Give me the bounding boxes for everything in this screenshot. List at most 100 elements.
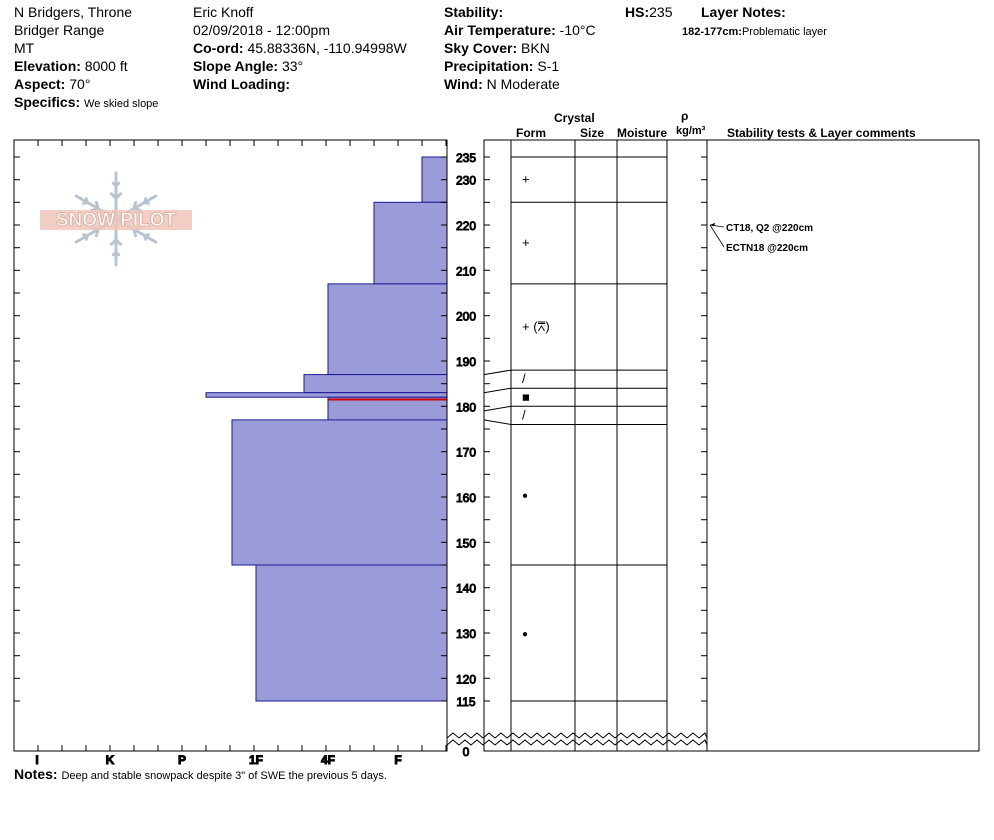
specifics-label: Specifics:	[14, 94, 81, 110]
hardness-label: 1F	[249, 753, 263, 767]
test-arrow-head	[710, 223, 715, 226]
moisture-header: Moisture	[617, 126, 668, 140]
comments-header: Stability tests & Layer comments	[727, 126, 916, 140]
depth-label: 170	[456, 446, 476, 460]
notes-label: Notes:	[14, 766, 58, 782]
depth-label: 200	[456, 310, 476, 324]
layer-connector	[483, 369, 512, 376]
flake-branch	[143, 200, 150, 205]
sky-value: BKN	[521, 40, 550, 56]
depth-label: 140	[456, 582, 476, 596]
axis-break-top	[446, 732, 708, 739]
precip-value: S-1	[537, 58, 560, 74]
layer-note: 182-177cm:Problematic layer	[682, 24, 827, 40]
coord-label: Co-ord:	[193, 40, 244, 56]
hardness-label: I	[35, 753, 38, 767]
hardness-label: K	[106, 753, 115, 767]
coord-value: 45.88336N, -110.94998W	[247, 40, 407, 56]
depth-label: 160	[456, 491, 476, 505]
logo-text: SNOW PILOT	[56, 210, 177, 231]
rho-header: ρ	[681, 109, 689, 123]
depth-label: 230	[456, 174, 476, 188]
layer-note-range: 182-177cm:	[682, 26, 742, 38]
aspect: Aspect: 70°	[14, 76, 90, 92]
notes: Notes: Deep and stable snowpack despite …	[14, 766, 387, 784]
layer-notes-label: Layer Notes:	[701, 4, 786, 20]
flake-branch	[114, 192, 123, 200]
depth-label: 210	[456, 264, 476, 278]
hardness-bar	[255, 564, 448, 702]
depth-label: 220	[456, 219, 476, 233]
stability: Stability:	[444, 4, 503, 20]
slope-angle: Slope Angle: 33°	[193, 58, 303, 74]
hardness-label: F	[394, 753, 401, 767]
state: MT	[14, 40, 35, 56]
elevation-label: Elevation:	[14, 58, 81, 74]
axis-break-bottom	[446, 739, 708, 746]
location: N Bridgers, Throne	[14, 4, 133, 20]
form-header: Form	[516, 126, 546, 140]
hardness-bar	[205, 392, 448, 398]
crystal-form-symbol: +	[522, 235, 530, 250]
depth-label: 130	[456, 627, 476, 641]
wind-loading: Wind Loading:	[193, 76, 290, 92]
precip-label: Precipitation:	[444, 58, 534, 74]
wind: Wind: N Moderate	[444, 76, 560, 92]
flake-branch	[109, 238, 118, 246]
precipitation: Precipitation: S-1	[444, 58, 559, 74]
wind-loading-label: Wind Loading:	[193, 76, 291, 92]
specifics-value: We skied slope	[84, 98, 159, 110]
elevation-value: 8000 ft	[84, 58, 128, 74]
layer-note-text: Problematic layer	[741, 26, 827, 38]
wind-label: Wind:	[444, 76, 483, 92]
crystal-form-symbol: ●	[522, 491, 528, 502]
hardness-label: 4F	[321, 753, 335, 767]
layer-connector	[483, 419, 512, 425]
crystal-form-symbol: + (⩞)	[522, 319, 550, 334]
slope-value: 33°	[281, 58, 304, 74]
stability-test-label: CT18, Q2 @220cm	[726, 223, 813, 234]
crystal-header: Crystal	[554, 111, 595, 125]
aspect-label: Aspect:	[14, 76, 66, 92]
axis-break	[446, 700, 708, 746]
snow-height: HS:235	[625, 4, 672, 20]
sky-cover: Sky Cover: BKN	[444, 40, 550, 56]
stability-test-label: ECTN18 @220cm	[726, 243, 808, 254]
crystal-form-symbol: /	[522, 407, 526, 422]
hardness-bar	[373, 201, 448, 285]
air-temp-value: -10°C	[559, 22, 596, 38]
test-arrow	[709, 224, 725, 248]
hardness-bar	[327, 396, 448, 421]
air-temperature: Air Temperature: -10°C	[444, 22, 596, 38]
hs-value: 235	[649, 4, 673, 20]
depth-label: 180	[456, 400, 476, 414]
crystal-form-symbol: +	[522, 172, 530, 187]
snowpilot-logo: SNOW PILOT	[40, 171, 192, 267]
notes-text: Deep and stable snowpack despite 3" of S…	[61, 770, 387, 782]
datetime: 02/09/2018 - 12:00pm	[193, 22, 330, 38]
hardness-label: P	[178, 753, 186, 767]
depth-label: 190	[456, 355, 476, 369]
logo-banner	[40, 210, 192, 230]
flake-branch	[94, 200, 100, 211]
hardness-bar	[231, 419, 448, 566]
range: Bridger Range	[14, 22, 105, 38]
chart-frames	[13, 139, 980, 752]
elevation: Elevation: 8000 ft	[14, 58, 128, 74]
crystal-form-symbol: ■	[522, 389, 530, 404]
layer-connector	[483, 405, 512, 412]
flake-branch	[114, 181, 121, 188]
hardness-bar	[327, 283, 448, 376]
wind-value: N Moderate	[486, 76, 560, 92]
hardness-profile	[205, 156, 448, 702]
flake-branch	[143, 234, 148, 241]
depth-label: 0	[463, 745, 470, 759]
flake-branch	[82, 233, 89, 238]
depth-label: 120	[456, 672, 476, 686]
layer-connector	[483, 387, 512, 394]
depth-label: 115	[456, 695, 475, 709]
air-temp-label: Air Temperature:	[444, 22, 556, 38]
sky-label: Sky Cover:	[444, 40, 518, 56]
flake-branch	[111, 250, 118, 257]
